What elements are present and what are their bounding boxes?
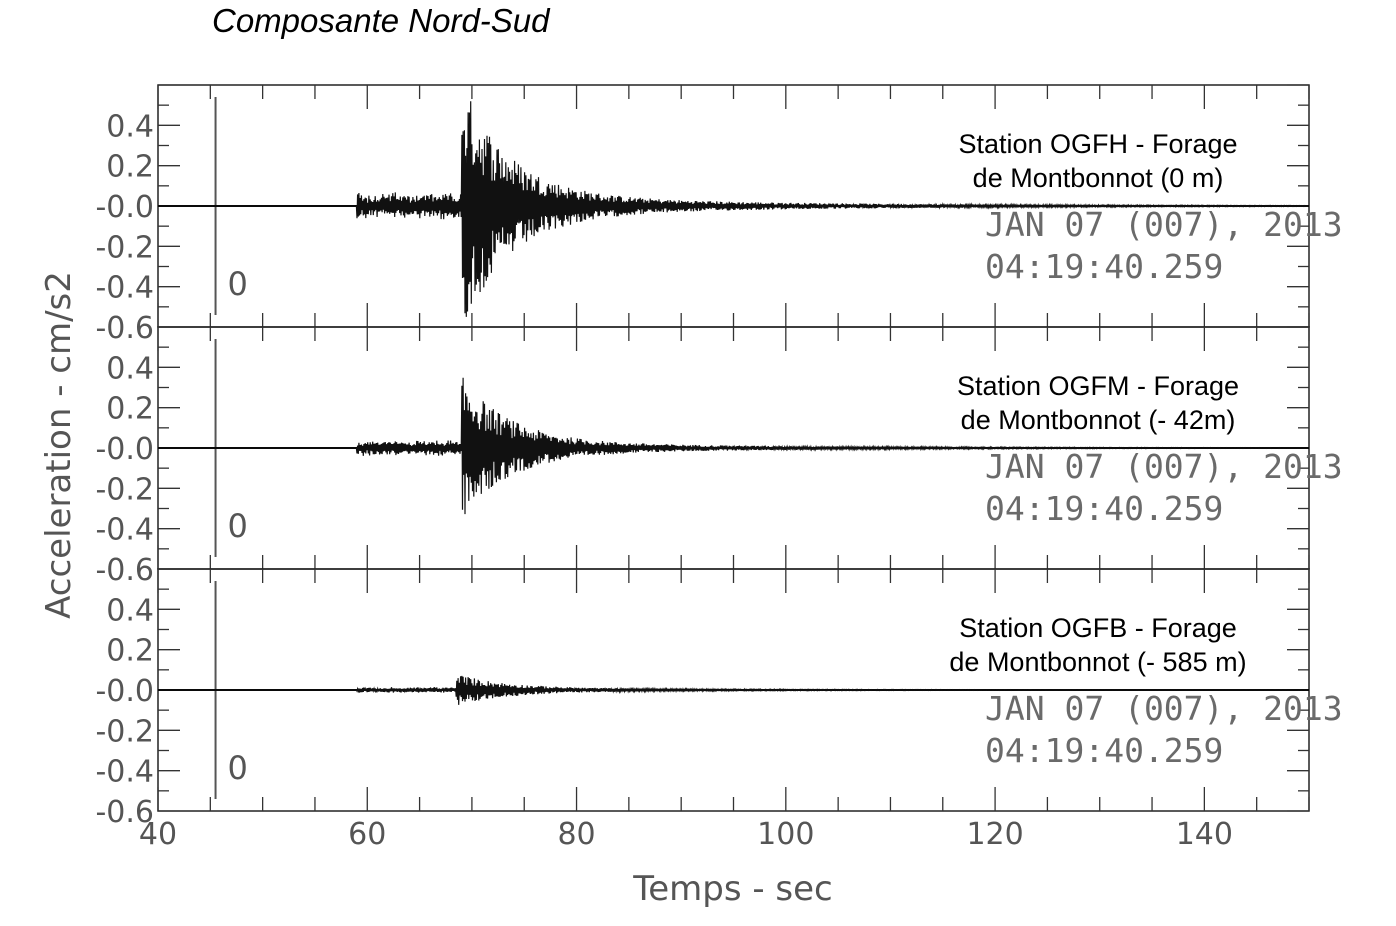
- panel-1: 0.4 0.2 -0.0 -0.2 -0.4 -0.6 0 JAN 07 (007), 201…: [95, 84, 1343, 346]
- waveform-trace: [158, 675, 1309, 705]
- y-tick-label: -0.4: [95, 513, 154, 548]
- y-tick-label: -0.2: [95, 472, 154, 507]
- x-axis: 40 60 80 100 120 140: [139, 817, 1233, 852]
- y-tick-label: 0.2: [106, 150, 154, 185]
- panels-group: 0.4 0.2 -0.0 -0.2 -0.4 -0.6 0 JAN 07 (007), 201…: [95, 84, 1343, 830]
- y-tick-label: -0.0: [95, 190, 154, 225]
- y-tick-label: -0.4: [95, 755, 154, 790]
- panel-3: 0.4 0.2 -0.0 -0.2 -0.4 -0.6 0 JAN 07 (007), 201…: [95, 568, 1343, 830]
- y-tick-label: 0.2: [106, 634, 154, 669]
- station-name: Station OGFM - Forage: [957, 371, 1239, 401]
- record-time: 04:19:40.259: [985, 247, 1223, 286]
- station-location: de Montbonnot (- 42m): [961, 405, 1236, 435]
- record-time: 04:19:40.259: [985, 489, 1223, 528]
- y-tick-label: 0.4: [106, 109, 154, 144]
- y-tick-label: -0.2: [95, 230, 154, 265]
- y-tick-label: 0.2: [106, 392, 154, 427]
- x-tick-label: 80: [557, 817, 595, 852]
- x-tick-label: 140: [1176, 817, 1233, 852]
- y-tick-label: -0.4: [95, 271, 154, 306]
- x-tick-label: 40: [139, 817, 177, 852]
- y-tick-label: -0.6: [95, 553, 154, 588]
- y-tick-label: -0.2: [95, 714, 154, 749]
- station-location: de Montbonnot (- 585 m): [949, 647, 1246, 677]
- y-tick-label: -0.0: [95, 674, 154, 709]
- station-name: Station OGFH - Forage: [958, 129, 1237, 159]
- y-tick-label: 0.4: [106, 593, 154, 628]
- station-name: Station OGFB - Forage: [959, 613, 1237, 643]
- time-marker-label: 0: [228, 749, 248, 787]
- x-axis-title: Temps - sec: [632, 869, 833, 909]
- y-tick-label: -0.6: [95, 311, 154, 346]
- x-tick-label: 100: [757, 817, 814, 852]
- station-location: de Montbonnot (0 m): [973, 163, 1224, 193]
- record-date: JAN 07 (007), 2013: [985, 689, 1343, 728]
- record-date: JAN 07 (007), 2013: [985, 447, 1343, 486]
- waveform-trace: [158, 101, 1310, 317]
- time-marker-label: 0: [228, 507, 248, 545]
- y-tick-label: -0.6: [95, 795, 154, 830]
- x-tick-label: 120: [966, 817, 1023, 852]
- record-date: JAN 07 (007), 2013: [985, 205, 1343, 244]
- chart-title: Composante Nord-Sud: [212, 2, 551, 39]
- time-marker-label: 0: [228, 265, 248, 303]
- y-tick-label: -0.0: [95, 432, 154, 467]
- panel-2: 0.4 0.2 -0.0 -0.2 -0.4 -0.6 0 JAN 07 (007), 201…: [95, 326, 1343, 588]
- y-tick-label: 0.4: [106, 351, 154, 386]
- x-tick-label: 60: [348, 817, 386, 852]
- y-axis-title: Acceleration - cm/s2: [39, 271, 79, 619]
- waveform-trace: [158, 377, 1310, 515]
- record-time: 04:19:40.259: [985, 731, 1223, 770]
